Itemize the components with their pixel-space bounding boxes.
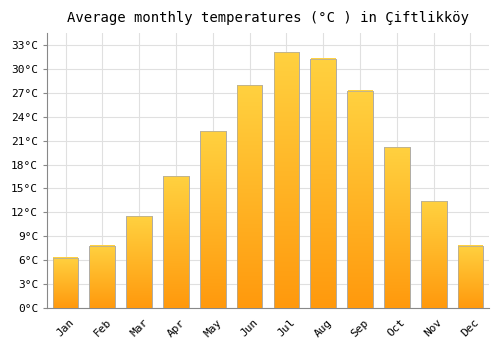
Bar [236, 85, 262, 308]
Bar [200, 131, 226, 308]
Bar [384, 147, 409, 308]
Bar [126, 216, 152, 308]
Bar [310, 59, 336, 308]
Bar [347, 91, 373, 308]
Title: Average monthly temperatures (°C ) in Çiftlikköy: Average monthly temperatures (°C ) in Çi… [67, 11, 469, 25]
Bar [126, 216, 152, 308]
Bar [458, 246, 483, 308]
Bar [52, 258, 78, 308]
Bar [274, 52, 299, 308]
Bar [163, 176, 189, 308]
Bar [421, 201, 446, 308]
Bar [236, 85, 262, 308]
Bar [310, 59, 336, 308]
Bar [421, 201, 446, 308]
Bar [384, 147, 409, 308]
Bar [163, 176, 189, 308]
Bar [347, 91, 373, 308]
Bar [90, 246, 115, 308]
Bar [52, 258, 78, 308]
Bar [274, 52, 299, 308]
Bar [458, 246, 483, 308]
Bar [200, 131, 226, 308]
Bar [90, 246, 115, 308]
